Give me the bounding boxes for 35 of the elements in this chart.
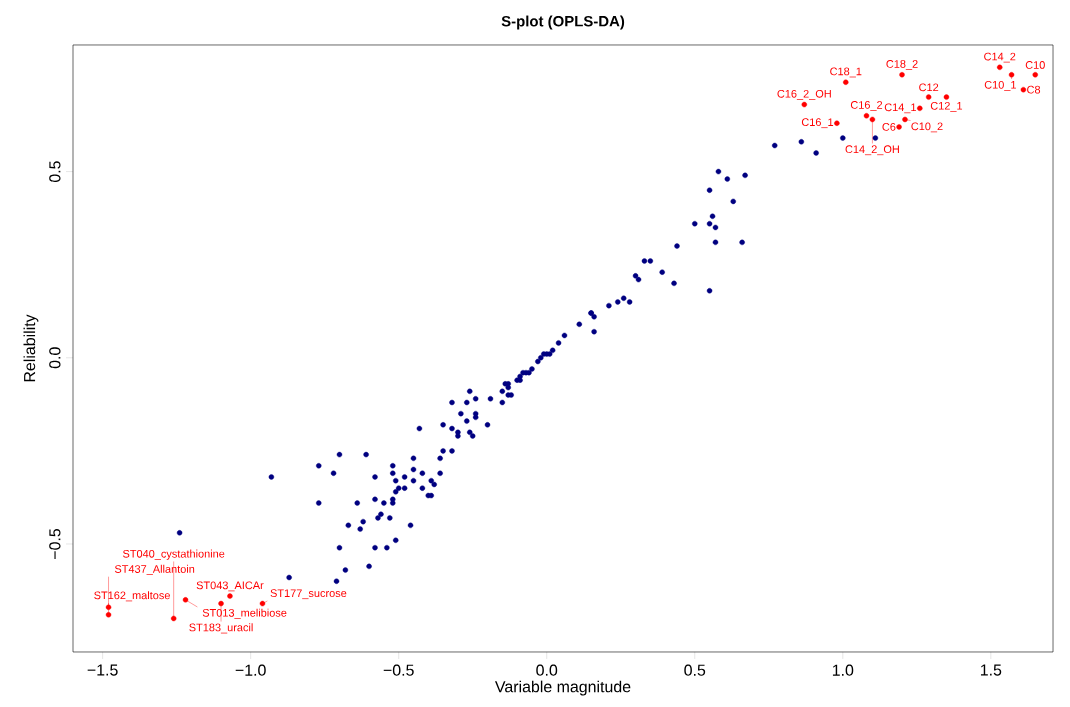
annotation: C16_2_OH — [777, 89, 831, 100]
annotation: C12 — [919, 83, 939, 92]
annotation: ST162_maltose — [94, 591, 170, 602]
chart-title: S-plot (OPLS-DA) — [501, 15, 625, 30]
x-tick-label: −1.5 — [87, 664, 118, 676]
annotation: C14_2 — [984, 52, 1016, 63]
annotation: C12_1 — [930, 101, 963, 112]
annotation: ST177_sucrose — [270, 589, 347, 600]
y-tick-label: −0.5 — [49, 528, 61, 559]
annotation: ST040_cystathionine — [123, 549, 225, 560]
y-axis-title: Reliability — [23, 314, 39, 382]
annotation: C18_1 — [830, 67, 862, 78]
annotation: C14_1 — [884, 103, 916, 114]
annotation: ST043_AICAr — [196, 581, 264, 592]
y-tick-label: 0.5 — [49, 161, 61, 183]
x-tick-label: 0.0 — [536, 664, 558, 676]
annotation: C6 — [882, 123, 896, 131]
x-tick-label: 1.5 — [980, 664, 1002, 676]
annotation: C10_2 — [911, 122, 943, 133]
x-tick-label: −1.0 — [235, 664, 266, 676]
annotation: C16_1 — [801, 118, 834, 129]
annotation: ST183_uracil — [189, 623, 253, 634]
annotation: C16_2 — [850, 101, 883, 111]
annotation: C14_2_OH — [845, 145, 899, 156]
annotation: C10 — [1025, 61, 1045, 69]
x-tick-label: 1.0 — [832, 664, 854, 676]
annotation: C10_1 — [984, 80, 1016, 91]
annotation: ST013_melibiose — [202, 608, 287, 619]
annotation: ST437_Allantoin — [114, 564, 195, 575]
x-tick-label: −0.5 — [383, 664, 414, 676]
x-axis-title: Variable magnitude — [494, 680, 631, 696]
annotation: C18_2 — [886, 60, 918, 70]
x-tick-label: 0.5 — [684, 664, 706, 676]
y-tick-label: 0.0 — [49, 347, 61, 369]
annotation: C8 — [1027, 85, 1041, 94]
